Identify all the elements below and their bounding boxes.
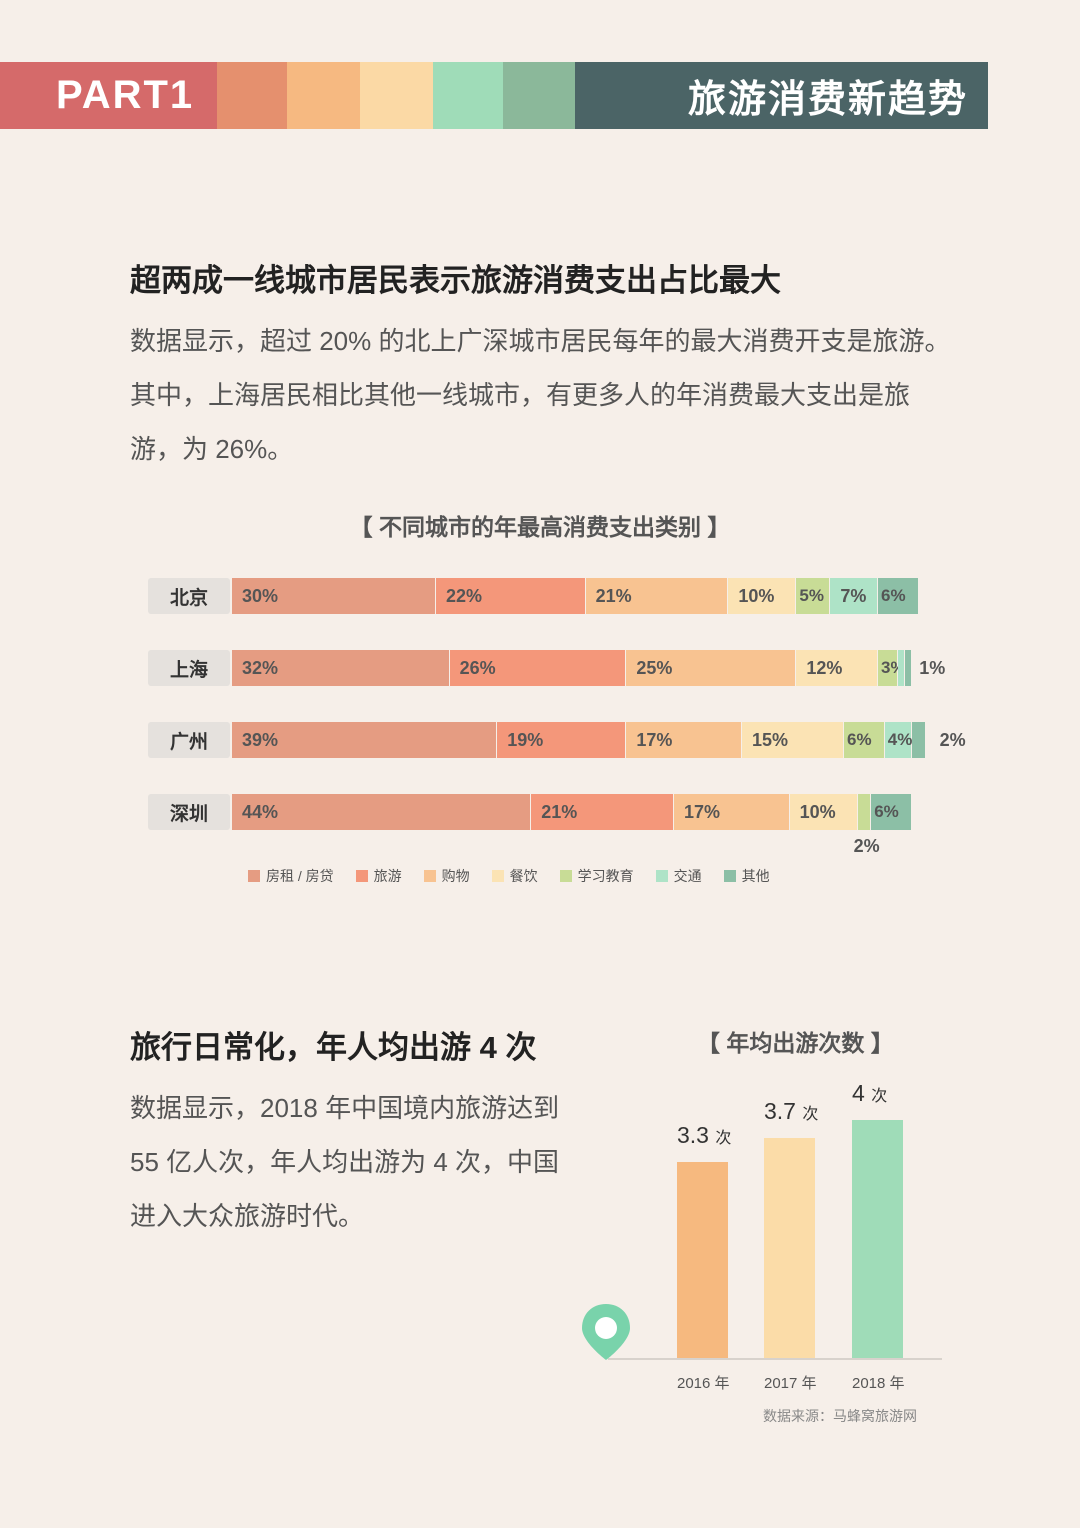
bar-segment: 39% — [232, 722, 498, 758]
bar-segment: 21% — [585, 578, 729, 614]
legend-swatch — [723, 870, 736, 882]
header-band-segment — [360, 62, 433, 129]
legend-label: 学习教育 — [577, 868, 634, 884]
legend-swatch — [559, 870, 572, 882]
bar-outside-label: 2% — [853, 836, 880, 856]
legend-label: 购物 — [441, 868, 470, 884]
legend-item: 餐饮 — [491, 866, 538, 886]
header-band-segment — [0, 62, 217, 129]
city-label: 北京 — [148, 578, 230, 614]
header-band-segment — [287, 62, 360, 129]
bar-segment: 32% — [232, 650, 450, 686]
column-value-label: 3.7 次 — [764, 1097, 819, 1124]
section2-title: 旅行日常化，年人均出游 4 次 — [130, 1030, 537, 1065]
header-band-segment — [503, 62, 575, 129]
bar-segment: 30% — [232, 578, 436, 614]
bar-segment: 21% — [531, 794, 674, 830]
bar-segment — [912, 722, 926, 758]
city-label: 广州 — [148, 722, 230, 758]
legend-swatch — [491, 870, 504, 882]
bar-segment — [857, 794, 872, 830]
bar-segment: 3% — [878, 650, 906, 686]
legend-swatch — [655, 870, 668, 882]
data-source: 数据来源：马蜂窝旅游网 — [763, 1408, 917, 1424]
legend-label: 餐饮 — [509, 868, 538, 884]
bar-segment: 4% — [884, 722, 912, 758]
legend-item: 购物 — [423, 866, 470, 886]
column-bar — [677, 1161, 728, 1358]
legend-label: 旅游 — [373, 868, 402, 884]
city-label: 上海 — [148, 650, 230, 686]
column-bar — [852, 1120, 903, 1358]
section2-paragraph: 数据显示，2018 年中国境内旅游达到 55 亿人次，年人均出游为 4 次，中国… — [130, 1093, 560, 1231]
bar-segment: 7% — [830, 578, 878, 614]
bar-segment: 26% — [449, 650, 627, 686]
header-band-segment — [575, 62, 988, 129]
bar-segment: 44% — [232, 794, 532, 830]
legend-item: 旅游 — [355, 866, 402, 886]
bar-outside-label: 2% — [939, 730, 966, 750]
bar-segment: 25% — [626, 650, 797, 686]
part-label: PART1 — [56, 73, 195, 117]
column-category-label: 2016 年 — [677, 1375, 730, 1392]
header-band-segment — [433, 62, 503, 129]
legend-swatch — [423, 870, 436, 882]
bar-segment — [898, 650, 906, 686]
location-pin-icon — [582, 1304, 630, 1360]
legend-item: 房租 / 房贷 — [248, 866, 334, 886]
bar-segment: 5% — [796, 578, 831, 614]
bar-outside-label: 1% — [919, 658, 946, 678]
column-chart-title: 【 年均出游次数 】 — [697, 1030, 894, 1056]
legend-label: 交通 — [673, 868, 702, 884]
bar-segment: 6% — [844, 722, 885, 758]
legend-label: 其他 — [741, 868, 770, 884]
bar-segment: 6% — [871, 794, 912, 830]
city-label: 深圳 — [148, 794, 230, 830]
legend-item: 其他 — [723, 866, 770, 886]
legend-item: 交通 — [655, 866, 702, 886]
x-axis-line — [608, 1358, 942, 1360]
column-category-label: 2018 年 — [852, 1375, 905, 1392]
bar-segment: 10% — [728, 578, 797, 614]
legend-label: 房租 / 房贷 — [266, 868, 334, 884]
column-value-label: 4 次 — [852, 1080, 888, 1106]
section1-paragraph: 数据显示，超过 20% 的北上广深城市居民每年的最大消费开支是旅游。其中，上海居… — [130, 326, 951, 464]
bar-segment: 6% — [878, 578, 919, 614]
header-band-segment — [217, 62, 287, 129]
bar-segment: 22% — [436, 578, 586, 614]
bar-segment: 17% — [626, 722, 742, 758]
bar-segment: 12% — [796, 650, 878, 686]
legend-item: 学习教育 — [559, 866, 634, 886]
header-title: 旅游消费新趋势 — [687, 79, 968, 121]
column-category-label: 2017 年 — [764, 1375, 817, 1392]
column-value-label: 3.3 次 — [677, 1121, 732, 1148]
bar-segment: 10% — [789, 794, 858, 830]
chart-legend: 房租 / 房贷 旅游 购物 餐饮 学习教育 交通 其他 — [248, 866, 792, 886]
section1-title: 超两成一线城市居民表示旅游消费支出占比最大 — [130, 263, 781, 298]
legend-swatch — [248, 870, 260, 882]
stacked-chart-title: 【 不同城市的年最高消费支出类别 】 — [349, 514, 731, 540]
bar-segment: 17% — [674, 794, 790, 830]
legend-swatch — [355, 870, 368, 882]
bar-segment — [905, 650, 912, 686]
column-bar — [764, 1137, 815, 1358]
bar-segment: 19% — [497, 722, 627, 758]
bar-segment: 15% — [742, 722, 844, 758]
